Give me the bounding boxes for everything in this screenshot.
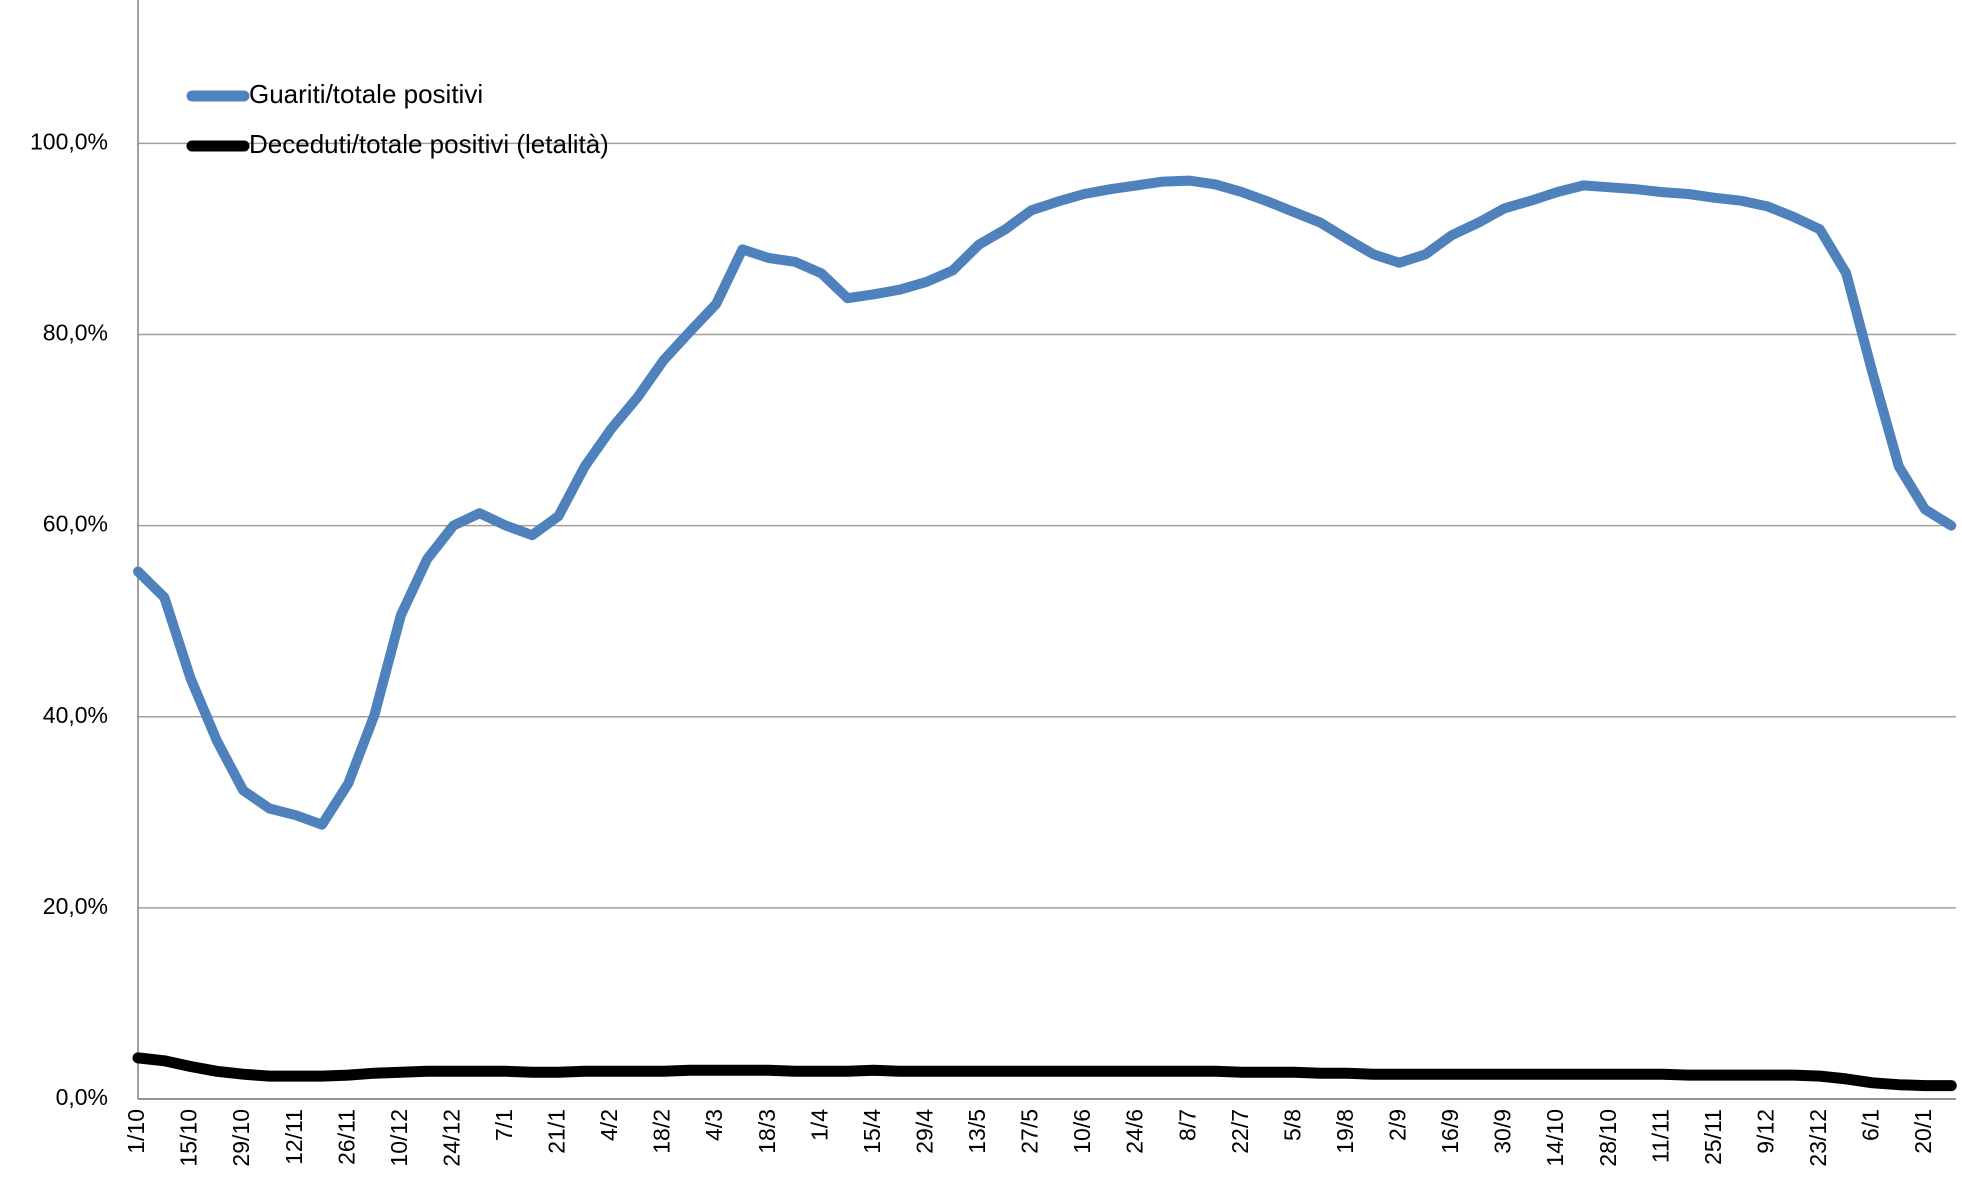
x-tick-label: 30/9 xyxy=(1490,1109,1516,1154)
x-tick-label: 18/2 xyxy=(649,1109,675,1154)
legend-label: Guariti/totale positivi xyxy=(249,79,483,109)
x-tick-label: 4/2 xyxy=(596,1109,622,1141)
x-tick-label: 13/5 xyxy=(964,1109,990,1154)
x-tick-label: 9/12 xyxy=(1752,1109,1778,1154)
series-line xyxy=(132,1052,1957,1092)
x-tick-label: 8/7 xyxy=(1174,1109,1200,1141)
x-tick-label: 16/9 xyxy=(1437,1109,1463,1154)
x-tick-label: 19/8 xyxy=(1332,1109,1358,1154)
x-tick-label: 29/10 xyxy=(228,1109,254,1167)
x-tick-label: 2/9 xyxy=(1385,1109,1411,1141)
series-line xyxy=(133,175,1957,830)
x-tick-label: 1/4 xyxy=(806,1109,832,1141)
x-tick-label: 20/1 xyxy=(1910,1109,1936,1154)
x-tick-label: 18/3 xyxy=(754,1109,780,1154)
x-tick-label: 7/1 xyxy=(491,1109,517,1141)
x-tick-label: 28/10 xyxy=(1595,1109,1621,1167)
y-tick-label: 100,0% xyxy=(30,128,108,154)
x-tick-label: 29/4 xyxy=(911,1109,937,1154)
x-tick-label: 24/6 xyxy=(1122,1109,1148,1154)
x-tick-label: 15/4 xyxy=(859,1109,885,1154)
y-tick-label: 0,0% xyxy=(56,1084,108,1110)
x-tick-label: 15/10 xyxy=(176,1109,202,1167)
x-tick-label: 10/6 xyxy=(1069,1109,1095,1154)
legend-label: Deceduti/totale positivi (letalità) xyxy=(249,129,609,159)
x-tick-label: 1/10 xyxy=(123,1109,149,1154)
x-tick-label: 10/12 xyxy=(386,1109,412,1167)
x-tick-label: 6/1 xyxy=(1858,1109,1884,1141)
x-tick-label: 23/12 xyxy=(1805,1109,1831,1167)
y-tick-label: 40,0% xyxy=(43,702,108,728)
y-tick-label: 60,0% xyxy=(43,511,108,537)
x-tick-label: 12/11 xyxy=(281,1109,307,1165)
x-tick-label: 14/10 xyxy=(1542,1109,1568,1167)
x-tick-label: 11/11 xyxy=(1647,1109,1673,1163)
x-tick-label: 25/11 xyxy=(1700,1109,1726,1165)
x-tick-label: 26/11 xyxy=(333,1109,359,1165)
x-tick-label: 4/3 xyxy=(701,1109,727,1141)
x-tick-label: 21/1 xyxy=(544,1109,570,1154)
x-tick-label: 22/7 xyxy=(1227,1109,1253,1154)
y-tick-label: 80,0% xyxy=(43,320,108,346)
x-tick-label: 27/5 xyxy=(1017,1109,1043,1154)
x-tick-label: 5/8 xyxy=(1279,1109,1305,1141)
y-tick-label: 20,0% xyxy=(43,893,108,919)
x-tick-label: 24/12 xyxy=(438,1109,464,1167)
